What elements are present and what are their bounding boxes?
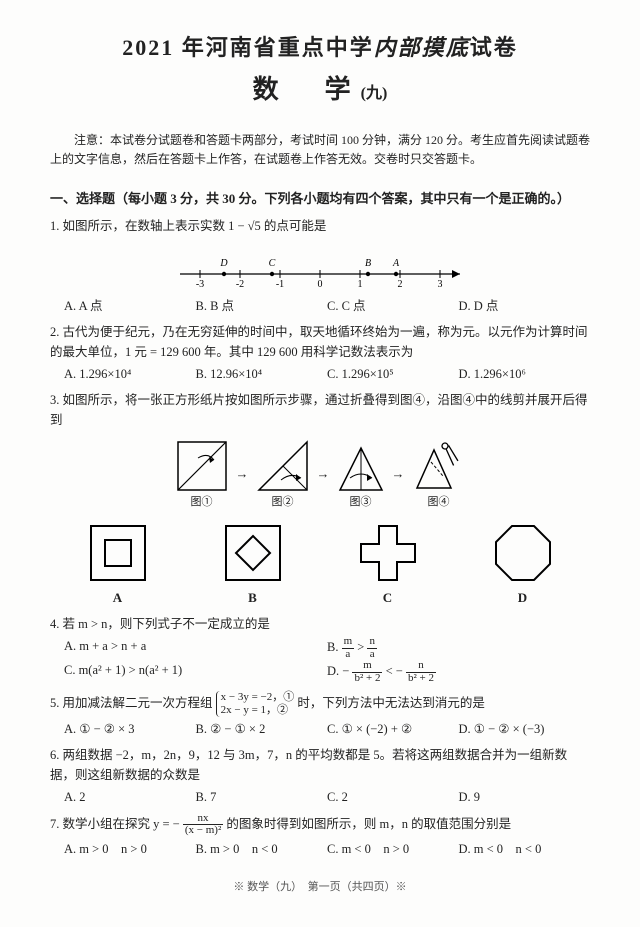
q6-opt-d: D. 9 (459, 787, 591, 807)
q1-numberline: -3 -2 -1 0 1 2 3 D C B A (50, 244, 590, 288)
question-5: 5. 用加减法解二元一次方程组 x − 3y = −2，① 2x − y = 1… (50, 691, 590, 717)
q2-opt-b: B. 12.96×10⁴ (196, 364, 328, 384)
svg-text:-2: -2 (236, 279, 244, 288)
shape-d: D (488, 518, 558, 609)
subject-main: 数 学 (253, 75, 361, 104)
question-7: 7. 数学小组在探究 y = − nx(x − m)² 的图象时得到如图所示，则… (50, 813, 590, 837)
shape-c: C (353, 518, 423, 609)
question-4: 4. 若 m > n，则下列式子不一定成立的是 (50, 614, 590, 634)
shape-b: B (218, 518, 288, 609)
q2-opt-c: C. 1.296×10⁵ (327, 364, 459, 384)
svg-text:0: 0 (318, 279, 323, 288)
q4-options: A. m + a > n + a B. ma > na C. m(a² + 1)… (64, 636, 590, 684)
svg-text:1: 1 (358, 279, 363, 288)
svg-text:A: A (392, 258, 400, 269)
svg-text:D: D (219, 258, 228, 269)
q7-opt-d: D. m < 0 n < 0 (459, 839, 591, 859)
exam-title: 2021 年河南省重点中学内部摸底试卷 (50, 30, 590, 65)
question-3: 3. 如图所示，将一张正方形纸片按如图所示步骤，通过折叠得到图④，沿图④中的线剪… (50, 390, 590, 430)
q7-options: A. m > 0 n > 0 B. m > 0 n < 0 C. m < 0 n… (64, 839, 590, 859)
q1-options: A. A 点 B. B 点 C. C 点 D. D 点 (64, 296, 590, 316)
question-6: 6. 两组数据 −2，m，2n，9，12 与 3m，7，n 的平均数都是 5。若… (50, 745, 590, 785)
shape-a: A (83, 518, 153, 609)
q4-opt-a: A. m + a > n + a (64, 636, 327, 660)
q7-opt-b: B. m > 0 n < 0 (196, 839, 328, 859)
q6-options: A. 2 B. 7 C. 2 D. 9 (64, 787, 590, 807)
q6-opt-b: B. 7 (196, 787, 328, 807)
q1-opt-c: C. C 点 (327, 296, 459, 316)
arrow-icon: → (236, 464, 249, 485)
q5-options: A. ① − ② × 3 B. ② − ① × 2 C. ① × (−2) + … (64, 719, 590, 739)
svg-text:3: 3 (438, 279, 443, 288)
q5-opt-d: D. ① − ② × (−3) (459, 719, 591, 739)
title-handwritten: 内部摸底 (374, 35, 470, 60)
arrow-icon: → (392, 464, 405, 485)
q7-opt-c: C. m < 0 n > 0 (327, 839, 459, 859)
q2-options: A. 1.296×10⁴ B. 12.96×10⁴ C. 1.296×10⁵ D… (64, 364, 590, 384)
q7-opt-a: A. m > 0 n > 0 (64, 839, 196, 859)
q4-opt-c: C. m(a² + 1) > n(a² + 1) (64, 660, 327, 684)
q5-opt-c: C. ① × (−2) + ② (327, 719, 459, 739)
q3-answer-shapes: A B C D (50, 518, 590, 609)
svg-text:-1: -1 (276, 279, 284, 288)
q6-opt-c: C. 2 (327, 787, 459, 807)
q5-opt-a: A. ① − ② × 3 (64, 719, 196, 739)
q6-opt-a: A. 2 (64, 787, 196, 807)
fold-fig-2: 图② (255, 438, 311, 512)
subject-suffix: (九) (361, 85, 388, 102)
q4-opt-d: D. − mb² + 2 < − nb² + 2 (327, 660, 590, 684)
q1-opt-d: D. D 点 (459, 296, 591, 316)
svg-text:B: B (365, 258, 371, 269)
section-1-heading: 一、选择题（每小题 3 分，共 30 分。下列各小题均有四个答案，其中只有一个是… (50, 189, 590, 210)
q4-opt-b: B. ma > na (327, 636, 590, 660)
fold-fig-3: 图③ (336, 438, 386, 512)
q2-opt-a: A. 1.296×10⁴ (64, 364, 196, 384)
title-pre: 2021 年河南省重点中学 (122, 35, 374, 60)
arrow-icon: → (317, 464, 330, 485)
title-post: 试卷 (470, 35, 518, 60)
fold-fig-1: 图① (174, 438, 230, 512)
page-footer: ※ 数学（九） 第一页（共四页）※ (50, 879, 590, 897)
question-1: 1. 如图所示，在数轴上表示实数 1 − √5 的点可能是 (50, 216, 590, 236)
svg-text:-3: -3 (196, 279, 204, 288)
question-2: 2. 古代为便于纪元，乃在无穷延伸的时间中，取天地循环终始为一遍，称为元。以元作… (50, 322, 590, 362)
subject-title: 数 学(九) (50, 69, 590, 111)
fold-fig-4: 图④ (411, 438, 467, 512)
equation-system: x − 3y = −2，① 2x − y = 1，② (216, 691, 295, 717)
q2-opt-d: D. 1.296×10⁶ (459, 364, 591, 384)
exam-notice: 注意：本试卷分试题卷和答题卡两部分，考试时间 100 分钟，满分 120 分。考… (50, 131, 590, 169)
q5-opt-b: B. ② − ① × 2 (196, 719, 328, 739)
svg-text:2: 2 (398, 279, 403, 288)
svg-text:C: C (269, 258, 276, 269)
q1-opt-b: B. B 点 (196, 296, 328, 316)
q3-fold-figures: 图① → 图② → 图③ → 图④ (50, 438, 590, 512)
q1-opt-a: A. A 点 (64, 296, 196, 316)
